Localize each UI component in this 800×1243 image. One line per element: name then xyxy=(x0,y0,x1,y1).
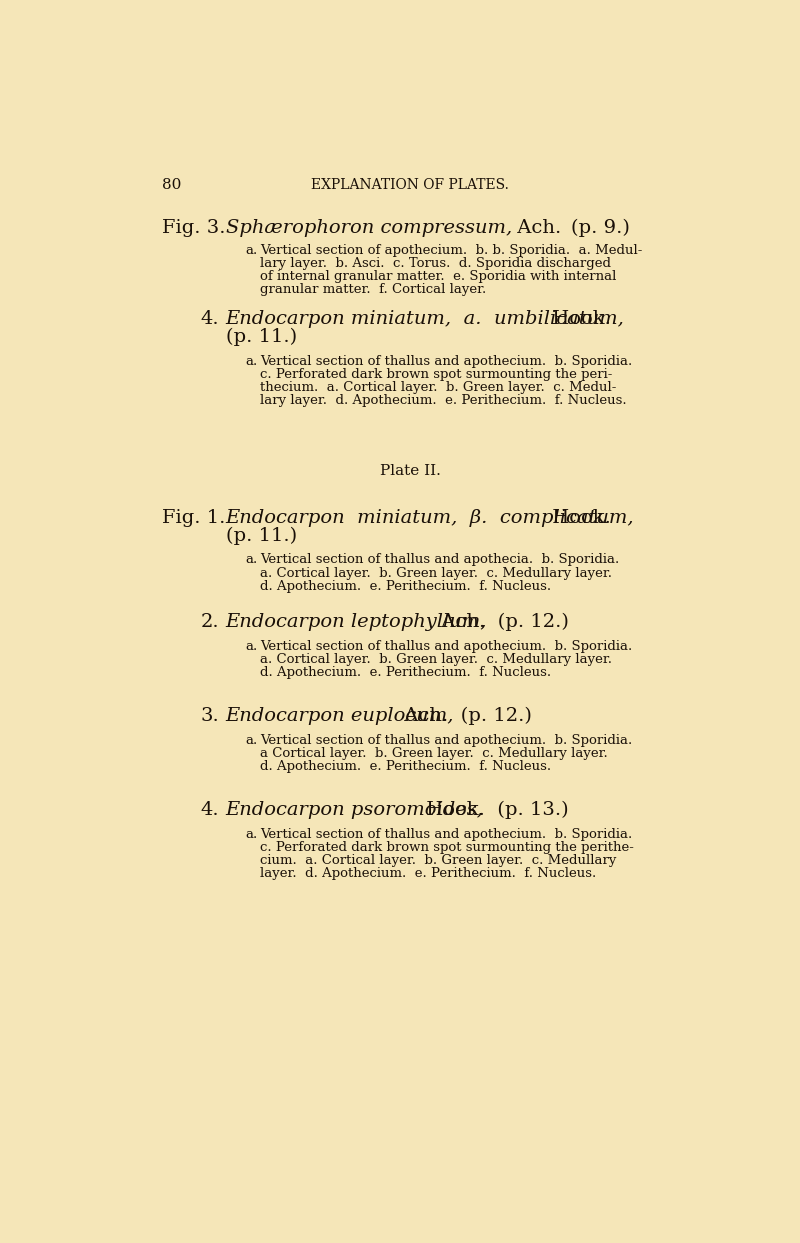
Text: (p. 11.): (p. 11.) xyxy=(226,328,297,346)
Text: Plate II.: Plate II. xyxy=(379,464,441,479)
Text: 2.: 2. xyxy=(201,613,219,630)
Text: Ach.  (p. 12.): Ach. (p. 12.) xyxy=(435,613,569,631)
Text: a.: a. xyxy=(246,640,258,653)
Text: Fig. 1.: Fig. 1. xyxy=(162,508,226,527)
Text: 80: 80 xyxy=(162,179,182,193)
Text: Vertical section of thallus and apothecia.  b. Sporidia.: Vertical section of thallus and apotheci… xyxy=(261,553,620,567)
Text: Endocarpon miniatum,  a.  umbilicatum,: Endocarpon miniatum, a. umbilicatum, xyxy=(226,310,625,328)
Text: Endocarpon  miniatum,  β.  complicatum,: Endocarpon miniatum, β. complicatum, xyxy=(226,508,634,527)
Text: a.: a. xyxy=(246,354,258,368)
Text: Vertical section of thallus and apothecium.  b. Sporidia.: Vertical section of thallus and apotheci… xyxy=(261,733,633,747)
Text: c. Perforated dark brown spot surmounting the peri-: c. Perforated dark brown spot surmountin… xyxy=(261,368,613,380)
Text: EXPLANATION OF PLATES.: EXPLANATION OF PLATES. xyxy=(311,179,509,193)
Text: thecium.  a. Cortical layer.  b. Green layer.  c. Medul-: thecium. a. Cortical layer. b. Green lay… xyxy=(261,380,617,394)
Text: Hook.  (p. 13.): Hook. (p. 13.) xyxy=(420,800,569,819)
Text: a.: a. xyxy=(246,733,258,747)
Text: d. Apothecium.  e. Perithecium.  f. Nucleus.: d. Apothecium. e. Perithecium. f. Nucleu… xyxy=(261,759,551,773)
Text: c. Perforated dark brown spot surmounting the perithe-: c. Perforated dark brown spot surmountin… xyxy=(261,840,634,854)
Text: a. Cortical layer.  b. Green layer.  c. Medullary layer.: a. Cortical layer. b. Green layer. c. Me… xyxy=(261,653,613,666)
Text: cium.  a. Cortical layer.  b. Green layer.  c. Medullary: cium. a. Cortical layer. b. Green layer.… xyxy=(261,854,617,866)
Text: Ach. (p. 9.): Ach. (p. 9.) xyxy=(510,219,630,237)
Text: lary layer.  d. Apothecium.  e. Perithecium.  f. Nucleus.: lary layer. d. Apothecium. e. Peritheciu… xyxy=(261,394,627,406)
Text: Endocarpon psoromoides,: Endocarpon psoromoides, xyxy=(226,800,483,819)
Text: 3.: 3. xyxy=(201,706,219,725)
Text: a.: a. xyxy=(246,553,258,567)
Text: Vertical section of thallus and apothecium.  b. Sporidia.: Vertical section of thallus and apotheci… xyxy=(261,828,633,840)
Text: Vertical section of thallus and apothecium.  b. Sporidia.: Vertical section of thallus and apotheci… xyxy=(261,640,633,653)
Text: Vertical section of apothecium.  b. b. Sporidia.  a. Medul-: Vertical section of apothecium. b. b. Sp… xyxy=(261,244,643,257)
Text: lary layer.  b. Asci.  c. Torus.  d. Sporidia discharged: lary layer. b. Asci. c. Torus. d. Sporid… xyxy=(261,257,611,270)
Text: Hook.: Hook. xyxy=(546,310,610,328)
Text: Hook.: Hook. xyxy=(546,508,610,527)
Text: Ach.  (p. 12.): Ach. (p. 12.) xyxy=(398,706,532,725)
Text: Endocarpon leptophyllum,: Endocarpon leptophyllum, xyxy=(226,613,487,630)
Text: a. Cortical layer.  b. Green layer.  c. Medullary layer.: a. Cortical layer. b. Green layer. c. Me… xyxy=(261,567,613,579)
Text: 4.: 4. xyxy=(201,310,219,328)
Text: 4.: 4. xyxy=(201,800,219,819)
Text: layer.  d. Apothecium.  e. Perithecium.  f. Nucleus.: layer. d. Apothecium. e. Perithecium. f.… xyxy=(261,866,597,880)
Text: (p. 11.): (p. 11.) xyxy=(226,527,297,544)
Text: Vertical section of thallus and apothecium.  b. Sporidia.: Vertical section of thallus and apotheci… xyxy=(261,354,633,368)
Text: a.: a. xyxy=(246,244,258,257)
Text: a.: a. xyxy=(246,828,258,840)
Text: Sphærophoron compressum,: Sphærophoron compressum, xyxy=(226,219,512,237)
Text: Endocarpon euplocum,: Endocarpon euplocum, xyxy=(226,706,454,725)
Text: Fig. 3.: Fig. 3. xyxy=(162,219,226,237)
Text: of internal granular matter.  e. Sporidia with internal: of internal granular matter. e. Sporidia… xyxy=(261,270,617,283)
Text: granular matter.  f. Cortical layer.: granular matter. f. Cortical layer. xyxy=(261,283,486,296)
Text: a Cortical layer.  b. Green layer.  c. Medullary layer.: a Cortical layer. b. Green layer. c. Med… xyxy=(261,747,608,759)
Text: d. Apothecium.  e. Perithecium.  f. Nucleus.: d. Apothecium. e. Perithecium. f. Nucleu… xyxy=(261,666,551,679)
Text: d. Apothecium.  e. Perithecium.  f. Nucleus.: d. Apothecium. e. Perithecium. f. Nucleu… xyxy=(261,579,551,593)
